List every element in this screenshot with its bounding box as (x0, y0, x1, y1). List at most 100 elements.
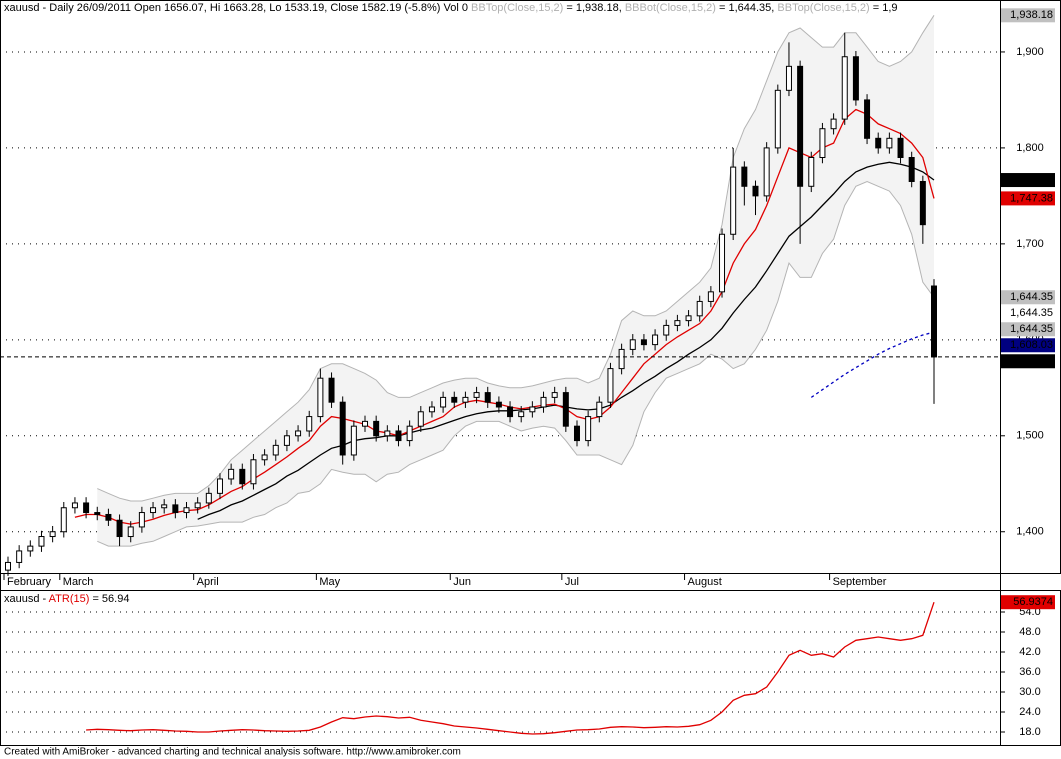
footer: Created with AmiBroker - advanced charti… (4, 747, 461, 758)
candle-body (864, 99, 871, 139)
x-tick-label: February (7, 576, 52, 588)
y-tick-label: 1,700 (1016, 238, 1044, 250)
candle-body (540, 396, 547, 408)
y-tick-label: 24.0 (1019, 706, 1040, 718)
title-part: = 56.94 (89, 593, 129, 605)
title-part: = 1,938.18, (563, 2, 624, 14)
candle-body (350, 425, 357, 456)
candle-body (640, 339, 647, 346)
value-marker-box (1001, 191, 1055, 206)
candle-body (60, 507, 67, 533)
candle-body (562, 392, 569, 427)
value-marker-label: 1,644.35 (1010, 291, 1053, 303)
x-tick-label: September (833, 576, 887, 588)
y-tick-label: 30.0 (1019, 686, 1040, 698)
x-tick-label: Jul (565, 576, 579, 588)
candle-body (663, 324, 670, 336)
candle-body (629, 339, 636, 350)
candle-body (730, 166, 737, 235)
title-part: xauusd - (4, 593, 49, 605)
candle-body (38, 536, 45, 547)
candle-body (674, 320, 681, 326)
atr-line (86, 601, 935, 735)
bollinger-band-line (97, 180, 935, 547)
panel-title: xauusd - Daily 26/09/2011 Open 1656.07, … (4, 2, 898, 14)
value-marker-box (1001, 290, 1055, 305)
value-marker-label: 1,644.35 (1010, 323, 1053, 335)
moving-average-line (74, 108, 935, 525)
candle-body (785, 65, 792, 91)
x-tick-label: April (197, 576, 219, 588)
candle-body (607, 368, 614, 403)
y-tick-label: 36.0 (1019, 666, 1040, 678)
candle-body (529, 406, 536, 413)
candle-body (194, 502, 201, 509)
candle-body (507, 406, 514, 418)
value-marker-label: 1,766.51 (1010, 174, 1053, 186)
candle-body (585, 416, 592, 442)
candle-body (216, 478, 223, 494)
candle-body (172, 504, 179, 514)
value-marker-label: 1,582.19 (1010, 355, 1053, 367)
value-marker-label: 56.9374 (1013, 596, 1053, 608)
bollinger-band-line (97, 15, 935, 502)
value-marker-box (1001, 306, 1055, 321)
candle-body (440, 396, 447, 408)
candle-body (652, 334, 659, 346)
candle-body (83, 502, 90, 514)
value-marker-label: 1,644.35 (1010, 307, 1053, 319)
moving-average-line (810, 331, 935, 398)
candle-body (573, 425, 580, 442)
candle-body (518, 411, 525, 418)
candle-body (462, 396, 469, 403)
candle-body (919, 180, 926, 226)
y-tick-label: 1,500 (1016, 430, 1044, 442)
atr-panel: xauusd - ATR(15) = 56.94 18.0 24.0 30.0 36.0… (0, 593, 1055, 738)
candle-body (596, 401, 603, 418)
candle-body (373, 420, 380, 437)
value-marker-box (1001, 173, 1055, 188)
candle-body (317, 377, 324, 418)
y-tick-label: 1,800 (1016, 142, 1044, 154)
candle-body (161, 504, 168, 509)
candle-body (685, 315, 692, 322)
value-marker-box (1001, 322, 1055, 337)
value-marker-box (1001, 8, 1055, 23)
candle-body (205, 492, 212, 504)
candle-body (551, 392, 558, 398)
candle-body (908, 156, 915, 182)
candle-body (473, 392, 480, 398)
candle-body (94, 512, 101, 515)
bollinger-band-fill (97, 15, 935, 547)
candle-body (116, 519, 123, 538)
candle-body (228, 468, 235, 480)
value-marker-box (1001, 595, 1055, 610)
title-part: xauusd - Daily 26/09/2011 Open 1656.07, … (4, 2, 471, 14)
price-panel: xauusd - Daily 26/09/2011 Open 1656.07, … (0, 2, 1055, 588)
x-tick-label: Jun (453, 576, 471, 588)
candle-body (852, 56, 859, 101)
candle-body (71, 502, 78, 509)
candle-body (417, 411, 424, 427)
y-tick-label: 48.0 (1019, 626, 1040, 638)
candle-body (808, 156, 815, 187)
candle-body (707, 291, 714, 302)
y-tick-label: 18.0 (1019, 726, 1040, 738)
candle-body (261, 454, 268, 461)
candle-body (763, 147, 770, 197)
candle-body (16, 550, 23, 563)
y-tick-label: 1,400 (1016, 526, 1044, 538)
candle-body (5, 561, 11, 571)
candle-body (819, 128, 826, 158)
candle-body (484, 392, 491, 403)
candle-body (272, 444, 279, 456)
x-tick-label: August (688, 576, 722, 588)
y-tick-label: 42.0 (1019, 646, 1040, 658)
candle-body (618, 348, 625, 370)
candle-body (283, 435, 290, 446)
value-marker-box (1001, 354, 1055, 369)
candle-body (27, 545, 34, 552)
candle-body (306, 416, 313, 432)
candle-body (127, 526, 134, 538)
candle-body (406, 425, 413, 442)
